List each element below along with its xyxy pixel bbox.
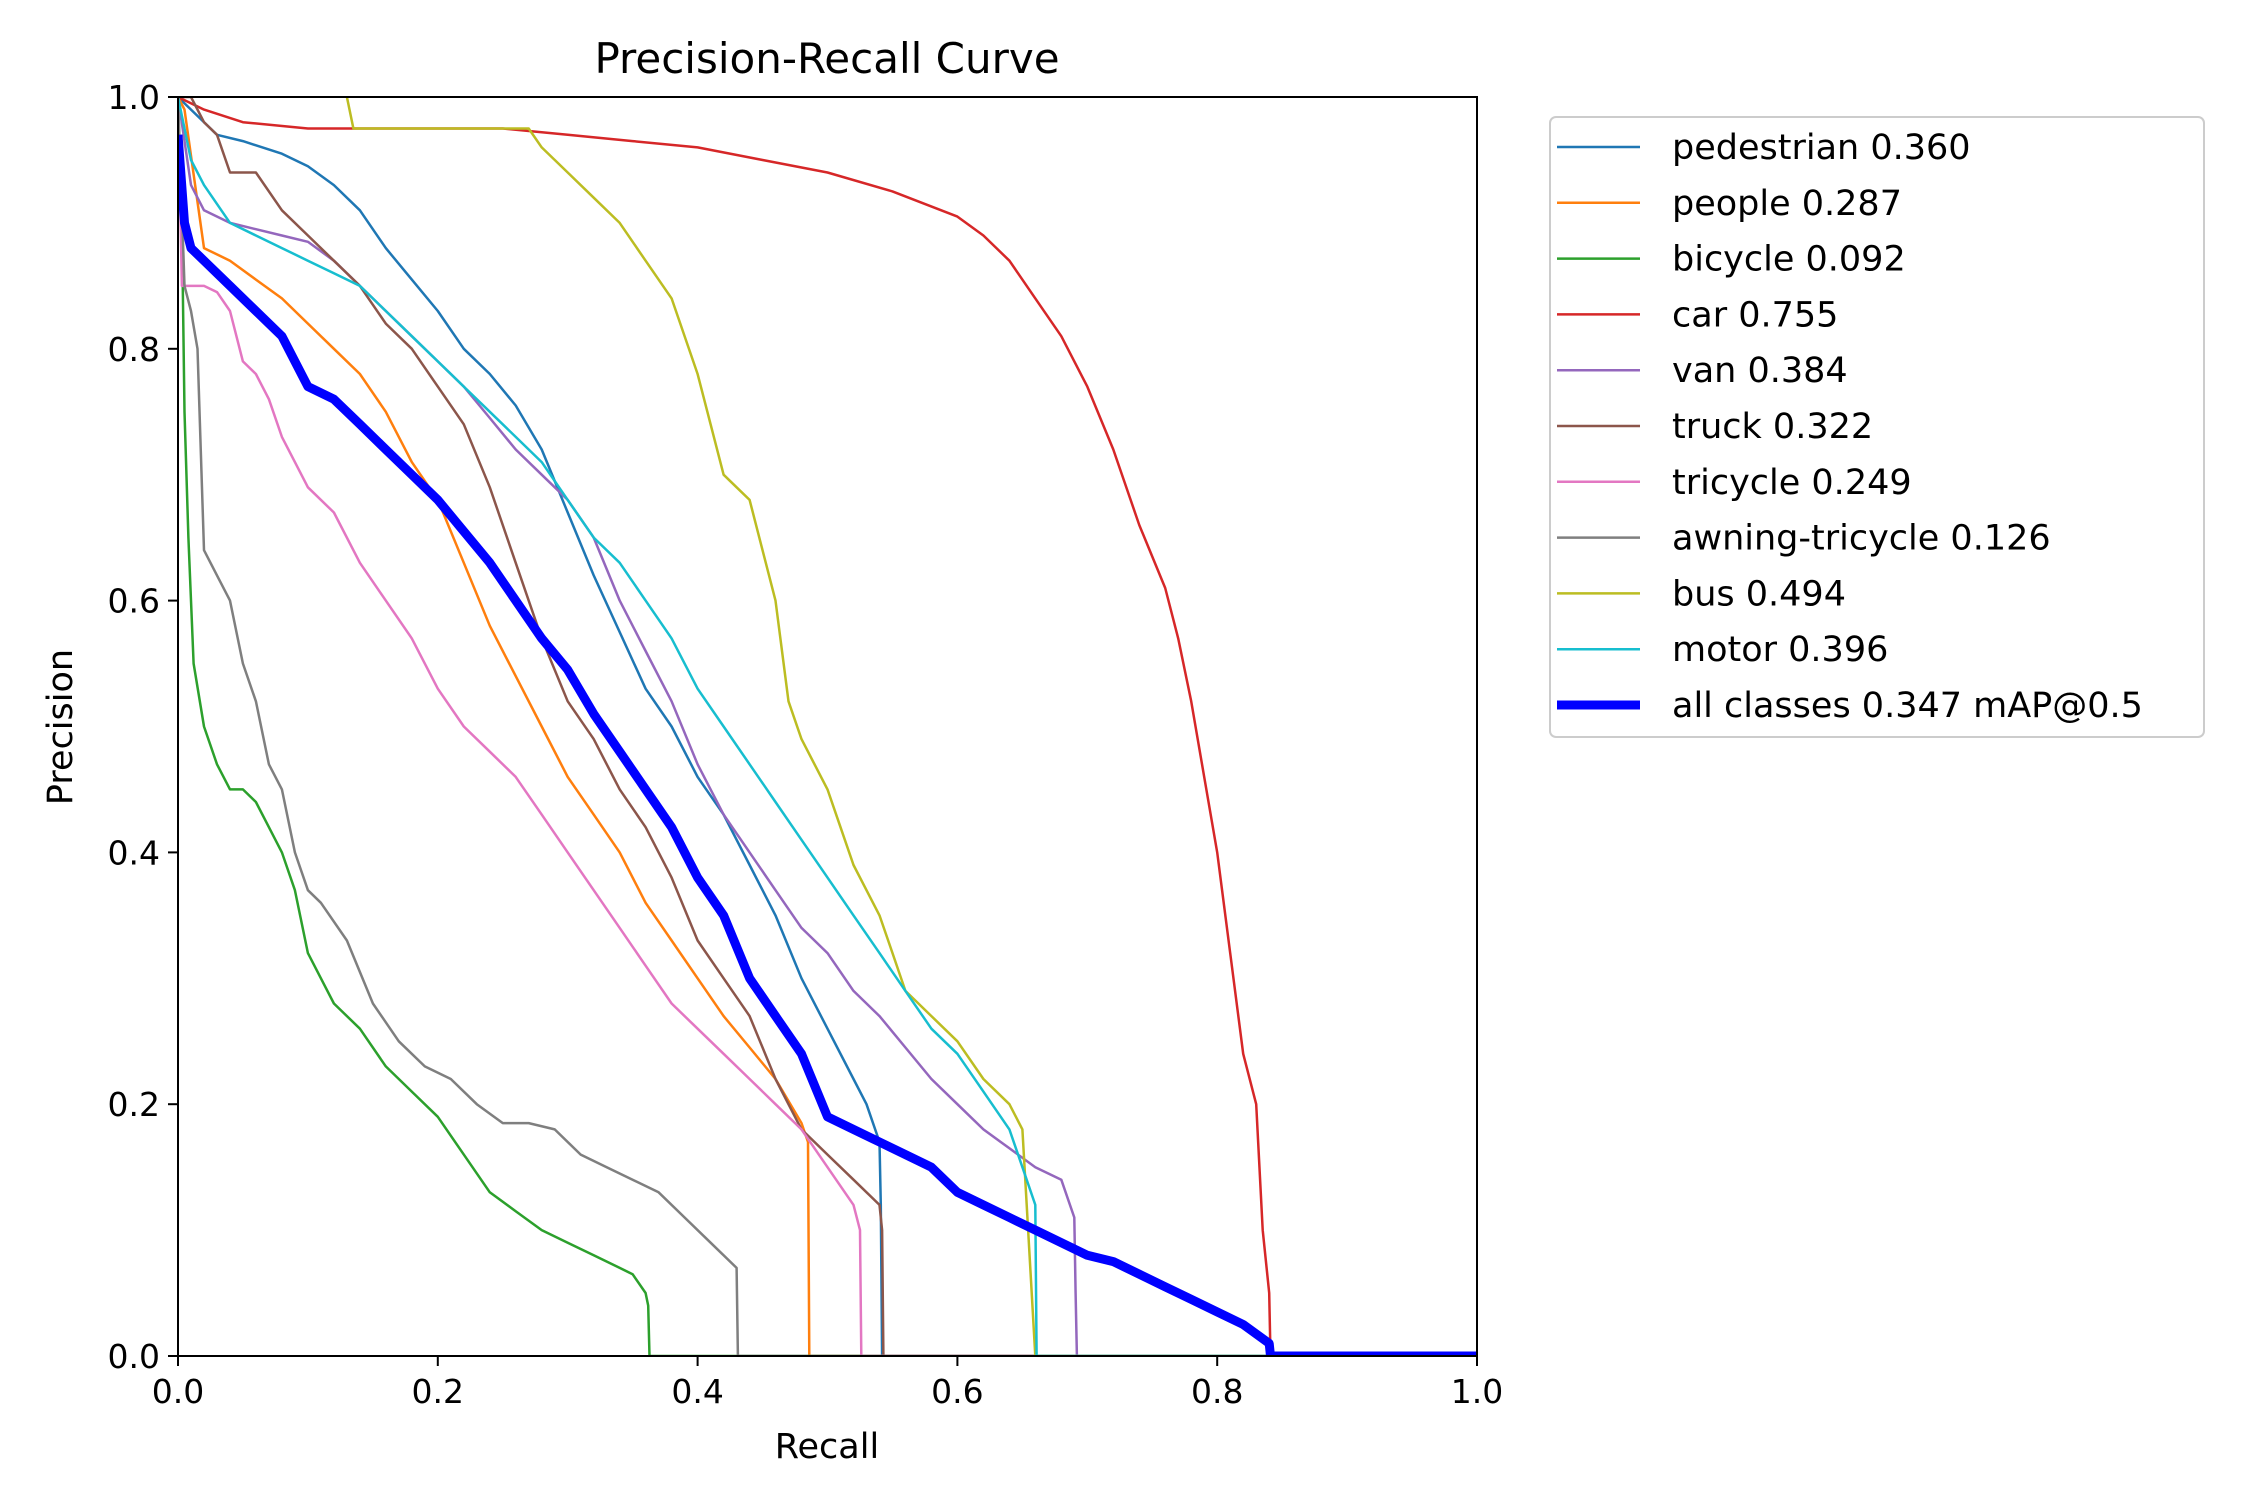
series-line-1 — [178, 97, 1477, 1356]
y-axis-ticks: 0.0 0.2 0.4 0.6 0.8 1.0 — [108, 78, 178, 1376]
series-line-7 — [178, 97, 1477, 1356]
series-line-2 — [178, 97, 1477, 1356]
legend-entry-10: all classes 0.347 mAP@0.5 — [1672, 686, 2143, 726]
x-tick-label: 0.6 — [931, 1372, 983, 1411]
x-tick-label: 1.0 — [1451, 1372, 1503, 1411]
legend-entry-3: car 0.755 — [1672, 295, 1838, 335]
y-tick-label: 0.6 — [108, 582, 160, 621]
legend-entry-7: awning-tricycle 0.126 — [1672, 519, 2051, 559]
y-tick-label: 1.0 — [108, 78, 160, 117]
series-line-0 — [178, 97, 1477, 1356]
series-line-9 — [178, 97, 1477, 1356]
legend-entry-2: bicycle 0.092 — [1672, 240, 1906, 280]
legend-frame — [1549, 116, 2205, 738]
plot-area — [177, 96, 1478, 1357]
y-axis-label: Precision — [41, 649, 81, 805]
legend-entry-4: van 0.384 — [1672, 351, 1848, 391]
x-axis-ticks: 0.0 0.2 0.4 0.6 0.8 1.0 — [152, 1356, 1503, 1411]
legend-entry-1: people 0.287 — [1672, 184, 1902, 224]
legend-entry-9: motor 0.396 — [1672, 630, 1888, 670]
x-tick-label: 0.4 — [671, 1372, 723, 1411]
series-line-6 — [178, 97, 1477, 1356]
series-line-4 — [178, 97, 1477, 1356]
chart-title: Precision-Recall Curve — [594, 34, 1059, 83]
legend: pedestrian 0.360 people 0.287 bicycle 0.09… — [1549, 116, 2205, 738]
y-tick-label: 0.8 — [108, 330, 160, 369]
legend-entry-6: tricycle 0.249 — [1672, 463, 1912, 503]
y-tick-label: 0.0 — [108, 1337, 160, 1376]
y-tick-label: 0.2 — [108, 1085, 160, 1124]
legend-entry-8: bus 0.494 — [1672, 574, 1846, 614]
series-line-8 — [345, 97, 1477, 1356]
x-axis-label: Recall — [775, 1427, 879, 1467]
legend-entry-0: pedestrian 0.360 — [1672, 128, 1971, 168]
x-tick-label: 0.2 — [412, 1372, 464, 1411]
series-line-10 — [178, 134, 1477, 1356]
y-tick-label: 0.4 — [108, 833, 160, 872]
legend-entry-5: truck 0.322 — [1672, 407, 1873, 447]
x-tick-label: 0.0 — [152, 1372, 204, 1411]
x-tick-label: 0.8 — [1191, 1372, 1243, 1411]
plot-frame — [177, 96, 1478, 1357]
